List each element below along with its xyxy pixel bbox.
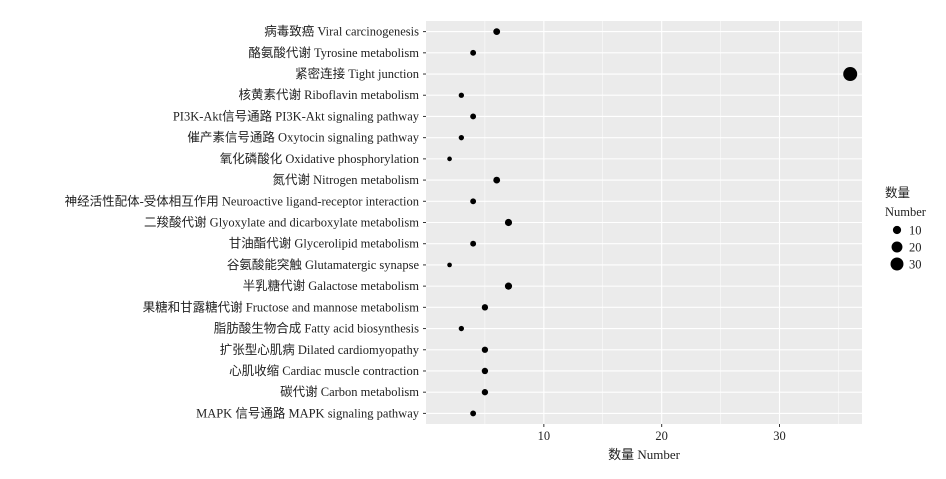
grid-major-lines [426,21,862,424]
x-tick-label: 30 [773,429,786,443]
legend-label: 20 [909,241,922,255]
y-tick-label: 半乳糖代谢 Galactose metabolism [243,278,420,293]
y-tick-label: 病毒致癌 Viral carcinogenesis [264,24,419,39]
y-tick-label: 二羧酸代谢 Glyoxylate and dicarboxylate metab… [144,215,419,230]
legend-key-point [892,225,902,235]
y-tick-label: 氧化磷酸化 Oxidative phosphorylation [220,151,420,166]
y-tick-label: 心肌收缩 Cardiac muscle contraction [229,363,420,378]
data-point [470,49,477,56]
data-point [504,282,513,290]
legend-items: 10 20 30 [890,224,922,272]
legend-key-point [890,257,904,271]
data-point [481,389,489,396]
y-tick-label: 脂肪酸生物合成 Fatty acid biosynthesis [214,321,419,336]
y-tick-label: 果糖和甘露糖代谢 Fructose and mannose metabolism [143,299,420,314]
data-point [481,367,489,375]
data-points [447,28,858,417]
legend-key-point [891,241,903,253]
size-legend: 数量 Number 10 20 30 [885,185,927,272]
y-tick-label: 催产素信号通路 Oxytocin signaling pathway [187,130,419,145]
data-point [481,304,489,311]
legend-title-en: Number [885,205,927,219]
data-point [470,198,477,205]
data-point [447,156,452,162]
y-tick-label: 甘油酯代谢 Glycerolipid metabolism [229,236,420,251]
y-tick-label: 扩张型心肌病 Dilated cardiomyopathy [220,342,420,357]
y-tick-label: PI3K-Akt信号通路 PI3K-Akt signaling pathway [173,108,420,123]
y-tick-label: MAPK 信号通路 MAPK signaling pathway [196,405,420,420]
data-point [843,67,858,82]
data-point [504,218,513,227]
data-point [470,240,477,247]
y-axis: 病毒致癌 Viral carcinogenesis 酪氨酸代谢 Tyrosine … [65,24,426,420]
legend-label: 30 [909,258,922,272]
y-tick-label: 碳代谢 Carbon metabolism [280,384,419,399]
y-tick-label: 紧密连接 Tight junction [295,66,420,81]
legend-title-cn: 数量 [885,185,910,200]
data-point [481,346,489,353]
data-point [458,92,465,98]
x-axis-title: 数量 Number [608,447,681,462]
y-tick-label: 氮代谢 Nitrogen metabolism [272,172,419,187]
data-point [470,113,477,120]
data-point [458,134,465,141]
data-point [447,262,452,268]
legend-label: 10 [909,224,922,238]
y-tick-label: 神经活性配体-受体相互作用 Neuroactive ligand-recepto… [65,194,420,208]
y-tick-label: 核黄素代谢 Riboflavin metabolism [238,87,419,102]
x-tick-label: 10 [538,429,551,443]
data-point [493,176,501,184]
y-tick-label: 谷氨酸能突触 Glutamatergic synapse [227,257,420,272]
y-tick-label: 酪氨酸代谢 Tyrosine metabolism [248,45,419,60]
data-point [470,410,477,417]
data-point [493,28,501,35]
x-tick-label: 20 [655,429,668,443]
x-axis: 10 20 30 [538,424,786,443]
data-point [458,325,465,332]
